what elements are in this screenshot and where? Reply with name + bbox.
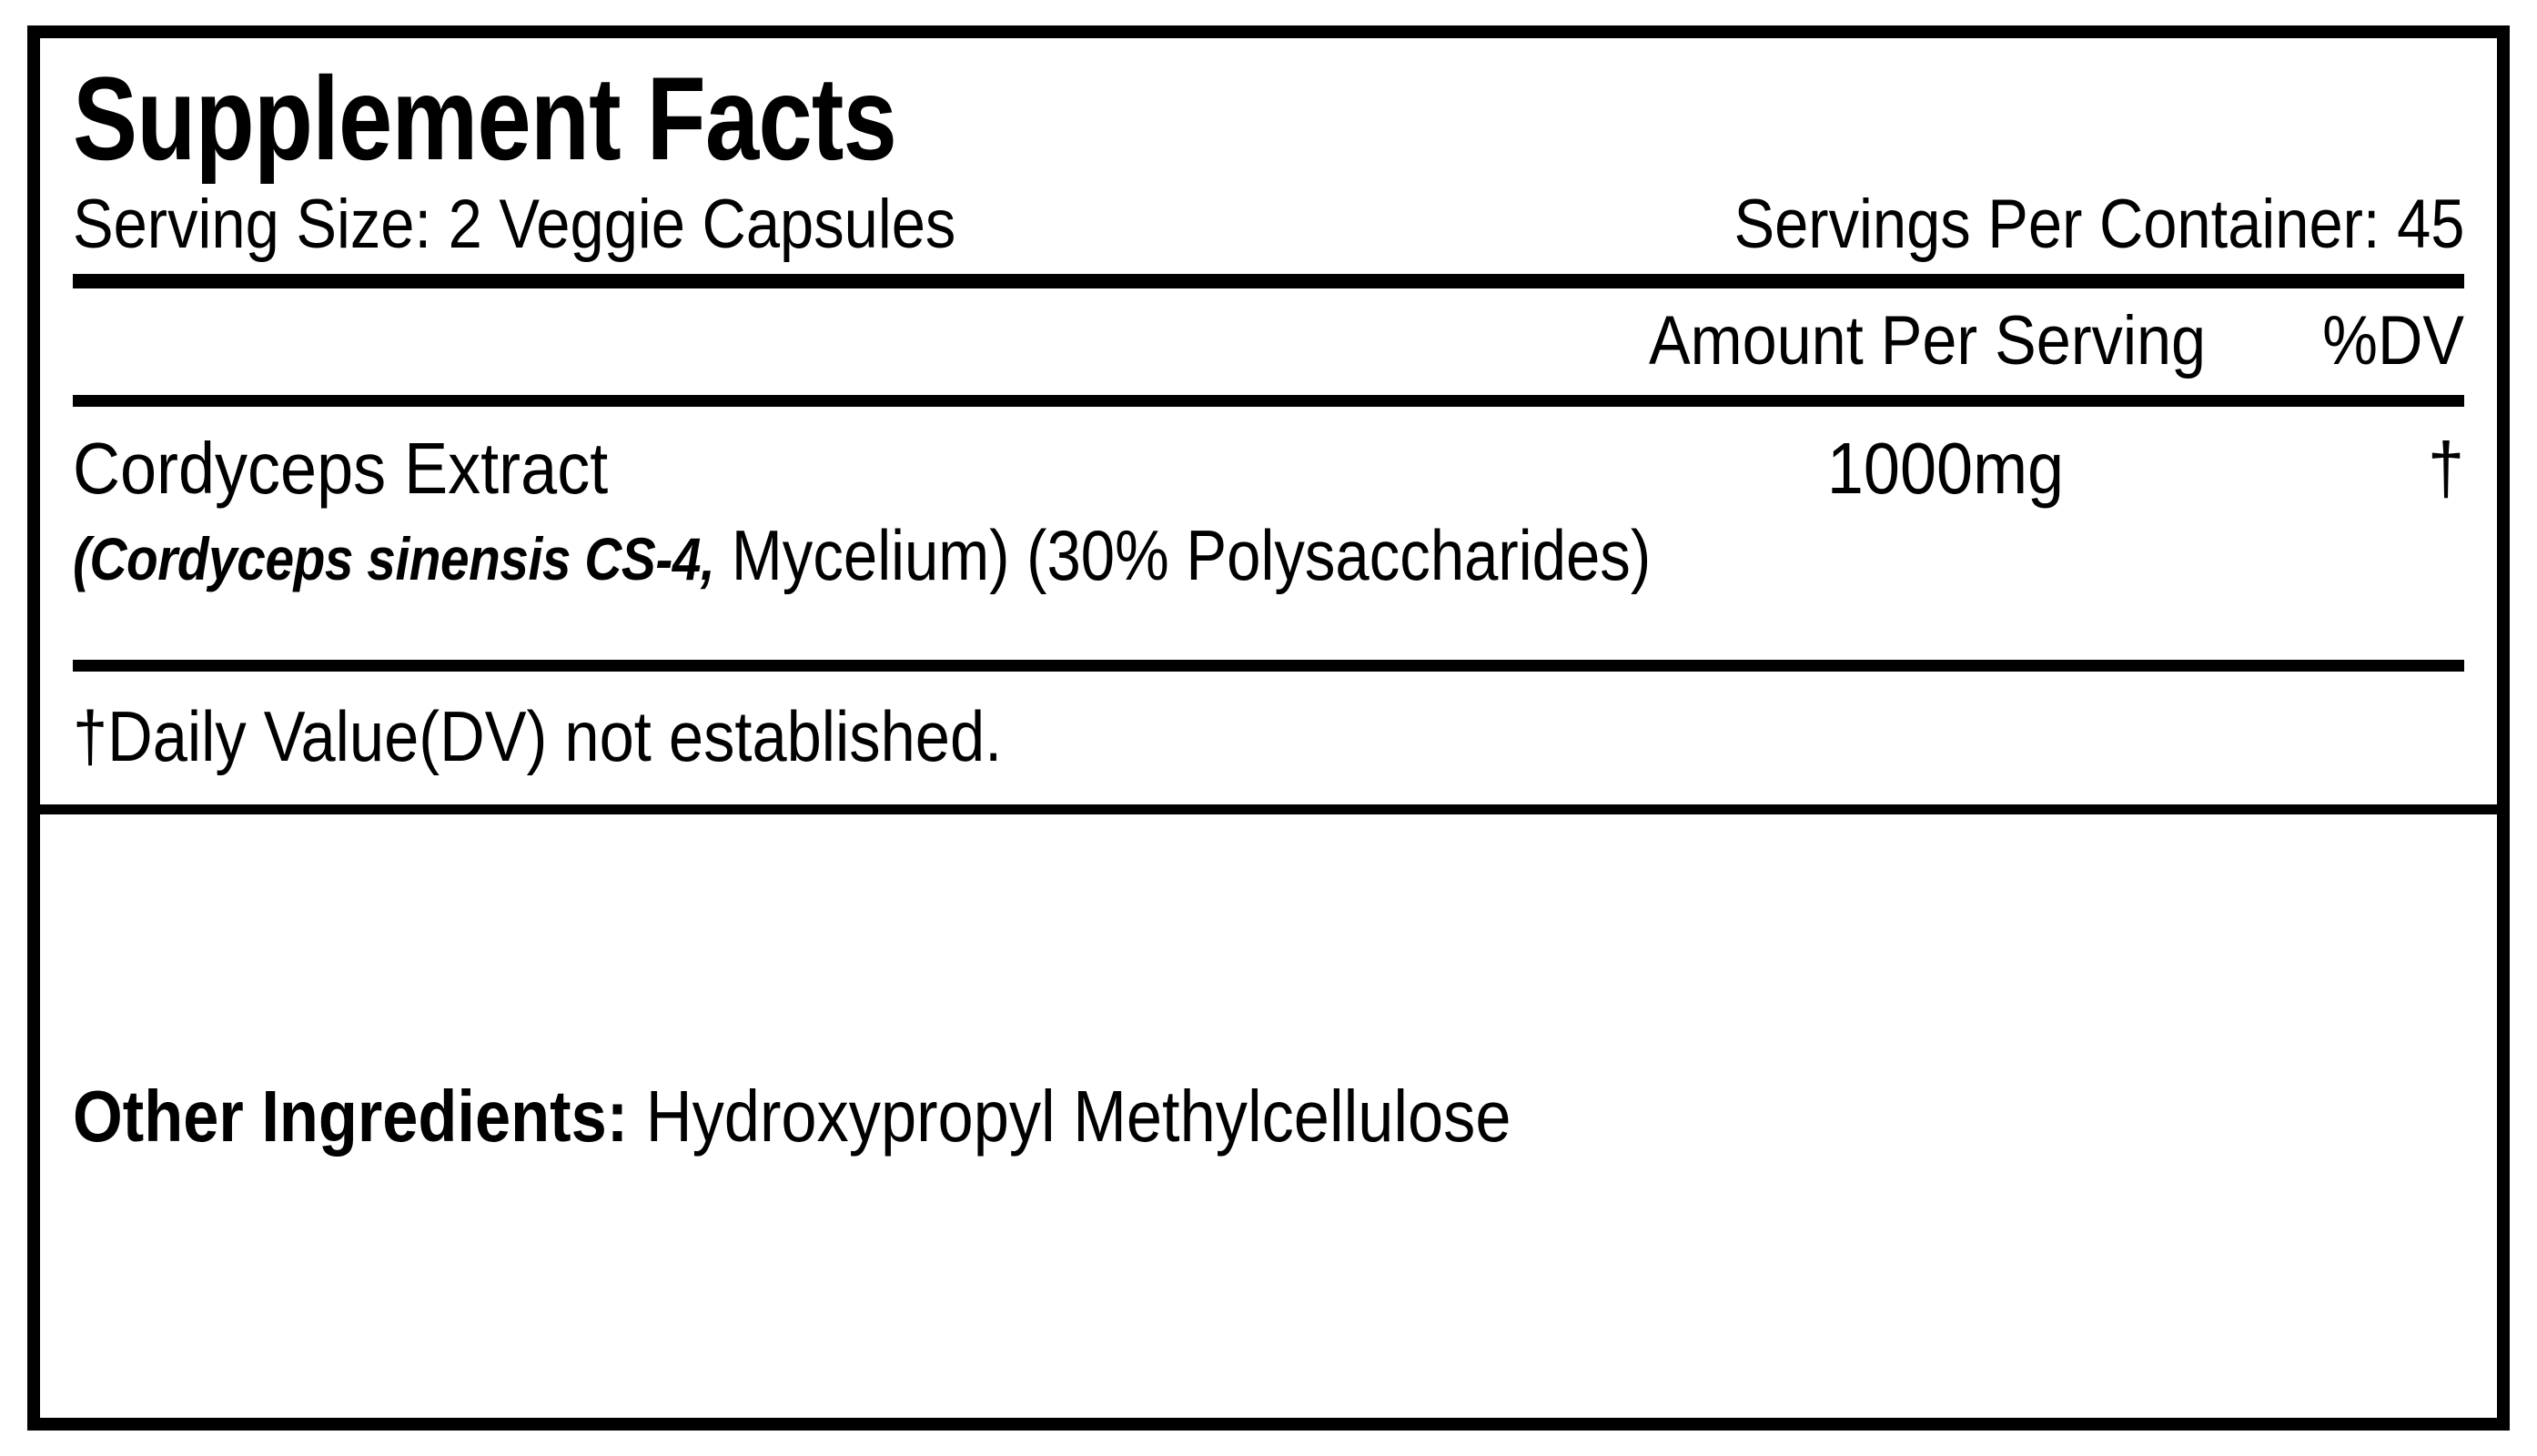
ingredient-subtext: (Cordyceps sinensis CS-4, Mycelium) (30%…	[73, 514, 2129, 620]
table-row: Cordyceps Extract 1000mg †	[73, 407, 2464, 513]
other-ingredients-section: Other Ingredients: Hydroxypropyl Methylc…	[40, 814, 2497, 1418]
column-header-row: Amount Per Serving %DV	[73, 288, 2464, 396]
daily-value-footnote: †Daily Value(DV) not established.	[73, 696, 1003, 776]
amount-per-serving-header: Amount Per Serving	[1648, 301, 2206, 379]
ingredient-name: Cordyceps Extract	[73, 428, 609, 510]
serving-info-row: Serving Size: 2 Veggie Capsules Servings…	[73, 185, 2464, 274]
serving-size-text: Serving Size: 2 Veggie Capsules	[73, 185, 956, 263]
ingredient-subtext-rest: Mycelium) (30% Polysaccharides)	[714, 514, 1652, 595]
divider-above-other-ingredients	[40, 804, 2497, 815]
page-title: Supplement Facts	[73, 52, 897, 185]
ingredient-amount: 1000mg	[1826, 428, 2065, 510]
ingredient-daily-value: †	[2427, 428, 2464, 510]
pre-footnote-spacer	[73, 620, 2464, 660]
other-ingredients-label: Other Ingredients:	[73, 1075, 629, 1157]
ingredient-latin-name: (Cordyceps sinensis CS-4,	[73, 524, 715, 592]
label-top-block: Supplement Facts Serving Size: 2 Veggie …	[40, 38, 2497, 804]
servings-per-container-text: Servings Per Container: 45	[1733, 185, 2464, 263]
rule-below-header	[73, 395, 2464, 408]
percent-dv-header: %DV	[2322, 301, 2464, 379]
rule-above-header	[73, 273, 2464, 288]
rule-above-footnote	[73, 660, 2464, 672]
other-ingredients-value: Hydroxypropyl Methylcellulose	[628, 1075, 1511, 1157]
other-ingredients-line: Other Ingredients: Hydroxypropyl Methylc…	[73, 1074, 1511, 1159]
label-panel: Supplement Facts Serving Size: 2 Veggie …	[27, 25, 2510, 1431]
